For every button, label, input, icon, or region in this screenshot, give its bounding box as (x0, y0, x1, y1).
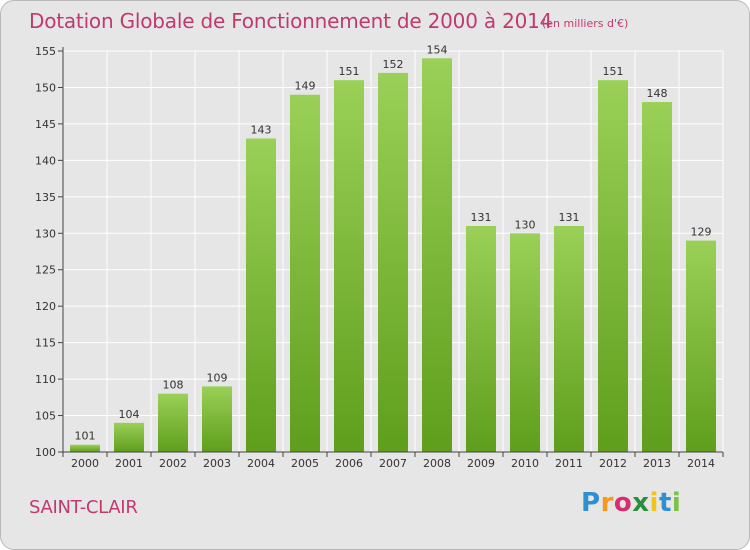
bar-2004 (246, 138, 276, 452)
x-tick-label-2014: 2014 (687, 457, 715, 470)
value-label-2003: 109 (207, 371, 228, 384)
value-label-2008: 154 (427, 43, 448, 56)
y-tick-label: 130 (35, 227, 56, 240)
y-tick-label: 120 (35, 300, 56, 313)
logo-letter: t (658, 488, 672, 518)
bar-2010 (510, 233, 540, 452)
value-label-2000: 101 (75, 430, 96, 443)
y-tick-label: 105 (35, 410, 56, 423)
bar-2003 (202, 386, 232, 452)
value-label-2009: 131 (471, 211, 492, 224)
logo-letter: i (649, 488, 659, 518)
value-label-2006: 151 (339, 65, 360, 78)
bar-2001 (114, 422, 144, 452)
x-tick-label-2007: 2007 (379, 457, 407, 470)
commune-name: SAINT-CLAIR (29, 497, 138, 518)
logo-letter: o (613, 488, 633, 518)
y-tick-label: 155 (35, 45, 56, 58)
logo-letter: i (671, 488, 682, 518)
x-tick-label-2003: 2003 (203, 457, 231, 470)
y-tick-label: 125 (35, 264, 56, 277)
value-label-2011: 131 (559, 211, 580, 224)
y-tick-label: 110 (35, 373, 56, 386)
x-tick-label-2011: 2011 (555, 457, 583, 470)
bar-2008 (422, 58, 452, 453)
bar-2013 (642, 102, 672, 452)
y-tick-label: 140 (35, 154, 56, 167)
bars (70, 58, 716, 453)
bar-2006 (334, 80, 364, 452)
y-tick-label: 135 (35, 191, 56, 204)
y-tick-label: 115 (35, 337, 56, 350)
y-tick-label: 150 (35, 81, 56, 94)
bar-2000 (70, 444, 100, 452)
x-tick-label-2013: 2013 (643, 457, 671, 470)
bar-2014 (686, 240, 716, 452)
x-tick-label-2004: 2004 (247, 457, 275, 470)
bar-2009 (466, 225, 496, 452)
logo-letter: x (632, 488, 650, 518)
bar-2005 (290, 94, 320, 452)
x-tick-label-2012: 2012 (599, 457, 627, 470)
axes (58, 47, 724, 457)
x-tick-label-2000: 2000 (71, 457, 99, 470)
value-label-2005: 149 (295, 80, 316, 93)
value-label-2007: 152 (383, 58, 404, 71)
x-tick-label-2001: 2001 (115, 457, 143, 470)
logo-letter: P (581, 488, 601, 518)
x-tick-label-2008: 2008 (423, 457, 451, 470)
chart-title: Dotation Globale de Fonctionnement de 20… (29, 9, 553, 33)
value-label-2014: 129 (691, 226, 712, 239)
bar-2007 (378, 72, 408, 452)
value-label-2001: 104 (119, 408, 140, 421)
x-tick-label-2006: 2006 (335, 457, 363, 470)
logo-letter: r (600, 488, 614, 518)
chart-subtitle: (en milliers d'€) (542, 17, 629, 30)
y-tick-label: 145 (35, 118, 56, 131)
bar-2002 (158, 393, 188, 452)
bar-2012 (598, 80, 628, 452)
x-tick-label-2010: 2010 (511, 457, 539, 470)
value-label-2013: 148 (647, 87, 668, 100)
value-label-2002: 108 (163, 379, 184, 392)
x-tick-label-2002: 2002 (159, 457, 187, 470)
x-tick-label-2009: 2009 (467, 457, 495, 470)
value-label-2012: 151 (603, 65, 624, 78)
value-label-2004: 143 (251, 123, 272, 136)
x-tick-label-2005: 2005 (291, 457, 319, 470)
y-tick-label: 100 (35, 446, 56, 459)
labels: 100 105 110 115 120 125 130 135 140 145 150 155 101 2… (35, 43, 715, 470)
value-label-2010: 130 (515, 218, 536, 231)
bar-2011 (554, 225, 584, 452)
proxiti-logo: Proxiti (581, 488, 681, 518)
